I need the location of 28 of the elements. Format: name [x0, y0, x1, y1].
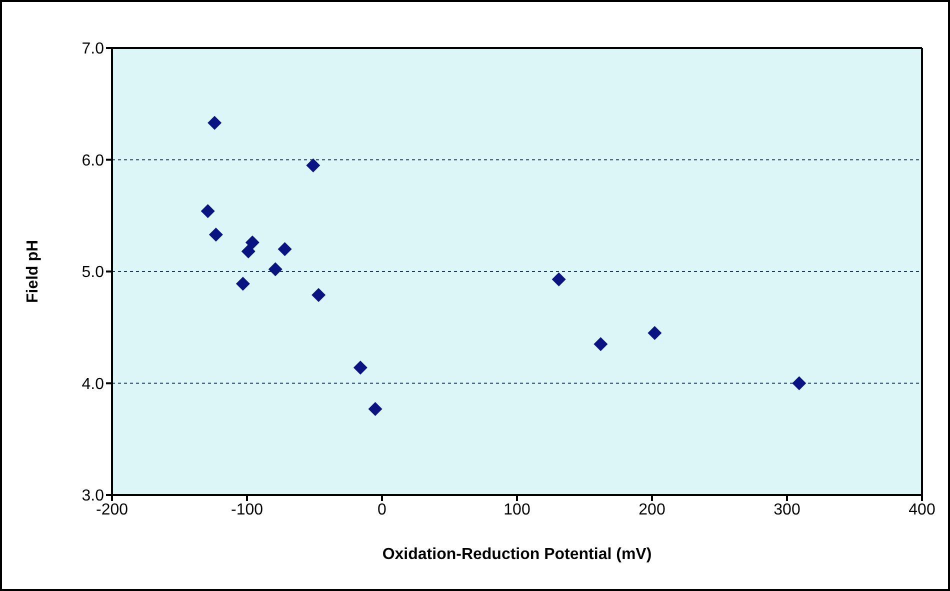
point: [353, 360, 368, 375]
point: [368, 402, 382, 416]
point: [792, 376, 806, 390]
point: [245, 235, 260, 250]
x-tick-label: 100: [504, 501, 530, 518]
point: [208, 116, 222, 130]
point: [648, 326, 662, 340]
y-tick-label: 5.0: [82, 264, 104, 282]
point: [241, 244, 256, 258]
point: [236, 276, 250, 291]
x-tick-label: 300: [774, 501, 800, 518]
point: [306, 158, 320, 172]
point: [312, 288, 326, 302]
point: [208, 228, 223, 242]
y-tick-label: 6.0: [82, 152, 104, 170]
x-tick-label: 200: [638, 501, 666, 518]
x-tick-label: 400: [908, 501, 936, 518]
x-tick-label: -100: [230, 501, 264, 518]
y-tick-label: 4.0: [82, 376, 104, 393]
point: [552, 272, 566, 286]
x-axis-title: Oxidation-Reduction Potential (mV): [382, 546, 652, 563]
point: [594, 337, 608, 352]
point: [278, 242, 292, 256]
y-tick-label: 7.0: [82, 40, 104, 58]
point: [268, 262, 282, 276]
y-axis-title: Field pH: [24, 240, 42, 304]
point: [200, 204, 215, 218]
x-tick-label: 0: [378, 501, 387, 518]
